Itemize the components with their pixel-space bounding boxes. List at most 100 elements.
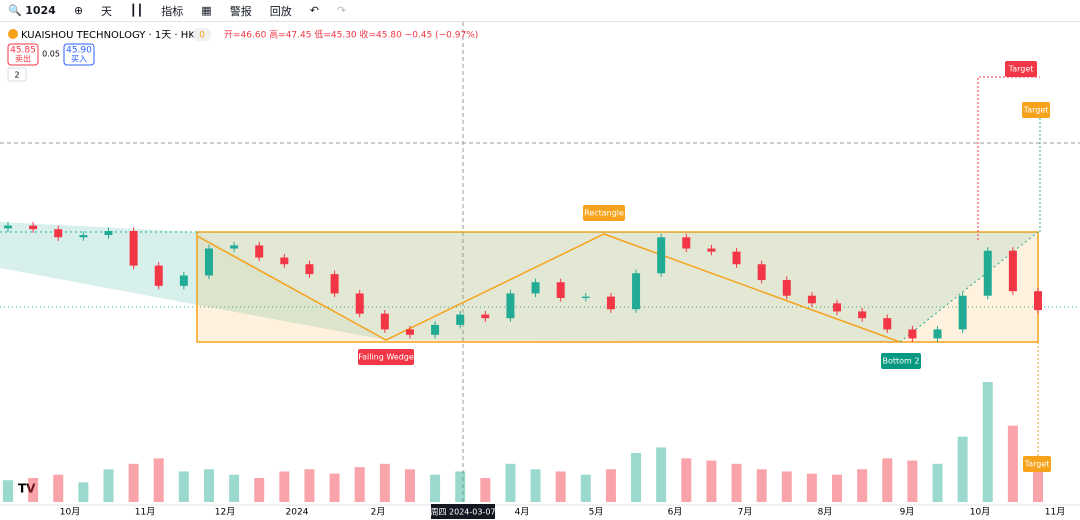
volume-bar (103, 469, 114, 502)
candle-body (858, 311, 867, 319)
volume-bar (631, 452, 642, 502)
pattern-label: Target (1008, 65, 1034, 74)
redo[interactable]: ↷ (336, 4, 347, 17)
label-bg (1023, 456, 1051, 472)
symbol-title: KUAISHOU TECHNOLOGY · 1天 · HKEX (21, 30, 208, 41)
x-tick-label: 11月 (1045, 507, 1065, 518)
x-tick-label: 2月 (371, 507, 386, 518)
volume-bar (153, 458, 164, 502)
crosshair-label-bg (431, 504, 495, 519)
candle-body (782, 279, 791, 296)
volume-bar (781, 471, 792, 502)
x-tick-label: 11月 (135, 507, 155, 518)
sell-price[interactable]: 45.85 (10, 46, 36, 56)
x-tick-label: 8月 (818, 507, 833, 518)
replay[interactable]: 回放 (269, 4, 292, 18)
interval[interactable]: 天 (101, 4, 113, 18)
volume-bar (178, 471, 189, 502)
pattern-label: Falling Wedge (358, 353, 414, 362)
volume-bar (857, 469, 868, 502)
candle-body (1008, 250, 1017, 292)
candle-body (581, 296, 590, 298)
candle-body (908, 329, 917, 339)
candle-body (380, 313, 389, 330)
buy-price[interactable]: 45.90 (66, 46, 92, 56)
candle-body (330, 274, 339, 294)
candle-body (4, 225, 12, 229)
candle-body (883, 318, 892, 330)
candle-body (682, 237, 691, 249)
logo (8, 29, 18, 39)
candle-body (29, 225, 38, 230)
volume-bar (1033, 458, 1043, 502)
candle-body (732, 251, 741, 265)
legend: KUAISHOU TECHNOLOGY · 1天 · HKEX 0 开=46.6… (7, 28, 478, 82)
volume-bar (279, 471, 290, 502)
candle-body (958, 295, 967, 330)
x-tick-label: 4月 (515, 507, 530, 518)
volume-bar (505, 463, 516, 502)
label-bg (881, 353, 921, 369)
collapse-count[interactable]: 2 (14, 71, 19, 80)
candle-body (230, 245, 239, 249)
symbol[interactable]: 1024 (25, 4, 56, 17)
candle-body (506, 293, 515, 319)
candle-body (707, 248, 716, 252)
volume-bar (932, 463, 943, 502)
candle-body (556, 282, 565, 298)
candle-body (481, 314, 490, 319)
sell-button[interactable] (7, 43, 39, 66)
x-tick-label: 6月 (668, 507, 683, 518)
volume-bar (28, 478, 39, 502)
symbol-search[interactable]: 🔍 1024 (8, 4, 56, 17)
volume-bar (882, 458, 893, 502)
add[interactable]: ⊕ (73, 4, 84, 17)
undo[interactable]: ↶ (309, 4, 319, 17)
buy-button[interactable] (63, 43, 95, 66)
label-bg (358, 349, 414, 365)
ohlc: 开=46.60 高=47.45 低=45.30 收=45.80 −0.45 (−… (224, 29, 478, 41)
buy-label[interactable]: 买入 (71, 55, 87, 64)
candle-body (204, 248, 213, 276)
label-bg (1005, 61, 1037, 77)
candle-body (280, 257, 289, 265)
x-tick-label: 10月 (970, 507, 990, 518)
volume-bar (430, 474, 441, 502)
layouts[interactable]: ▦ (201, 4, 212, 17)
pattern-label: Rectangle (584, 209, 624, 218)
candle-body (129, 230, 138, 266)
candle-body (154, 265, 163, 286)
chart: KUAISHOU TECHNOLOGY · 1天 · HKEX 0 开=46.6… (0, 22, 1080, 519)
x-tick-label: 10月 (60, 507, 80, 518)
volume-bar (756, 469, 767, 502)
chart-style[interactable]: ┃┃ (130, 4, 144, 17)
alerts[interactable]: 警报 (229, 4, 252, 18)
x-tick-label: 9月 (900, 507, 915, 518)
candle-body (807, 295, 816, 304)
volume-bar (731, 463, 742, 502)
candle-body (355, 293, 364, 314)
volume-bar (957, 436, 968, 502)
indicators[interactable]: 指标 (161, 4, 184, 18)
volume-bar (706, 460, 717, 502)
toolbar: 🔍 1024 ⊕ 天 ┃┃ 指标 ▦ 警报 回放 ↶ ↷ (0, 0, 1080, 22)
logo-tv: TV (18, 482, 36, 496)
volume-bar (1007, 425, 1018, 502)
crosshair-label: 周四 2024-03-07 (430, 508, 495, 517)
sell-label[interactable]: 卖出 (15, 54, 31, 64)
volume-bar (354, 467, 365, 502)
volume-bar (128, 463, 139, 502)
candle-body (632, 273, 641, 310)
label-bg (1022, 102, 1050, 118)
candle-body (179, 275, 188, 286)
candle-body (933, 329, 942, 339)
candle-body (531, 282, 540, 294)
volume-bar (555, 471, 566, 502)
candle-body (431, 324, 440, 335)
volume-bar (304, 469, 315, 502)
volume-bar (203, 469, 214, 502)
volume-bar (982, 382, 993, 502)
volume-bar (580, 474, 591, 502)
collapse-button[interactable] (7, 67, 27, 82)
pattern-label: Target (1023, 106, 1049, 115)
